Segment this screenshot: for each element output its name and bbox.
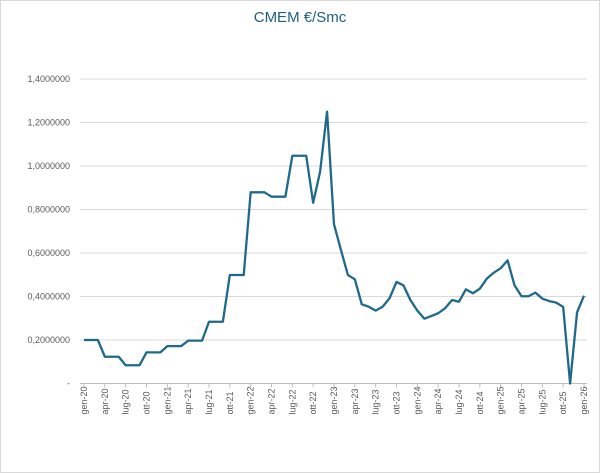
y-tick-label: 0,6000000 [27,248,70,258]
x-tick-label: lug-23 [371,389,381,414]
x-tick-label: ott-22 [308,391,318,414]
x-tick-label: ott-20 [142,391,152,414]
y-tick-label: 1,4000000 [27,74,70,84]
x-tick-label: apr-22 [267,388,277,414]
y-tick-label: 0,8000000 [27,205,70,215]
x-tick-label: apr-21 [183,388,193,414]
x-tick-label: lug-25 [537,389,547,414]
x-tick-label: ott-25 [558,391,568,414]
x-tick-label: apr-24 [433,388,443,414]
y-tick-label: - [67,379,70,389]
x-tick-label: gen-26 [579,386,589,414]
y-tick-label: 1,0000000 [27,161,70,171]
x-tick-label: apr-23 [350,388,360,414]
x-tick-label: ott-23 [392,391,402,414]
x-tick-label: apr-20 [100,388,110,414]
x-tick-label: ott-21 [225,391,235,414]
chart-title: CMEM €/Smc [253,9,347,26]
y-tick-label: 1,2000000 [27,118,70,128]
x-tick-label: gen-20 [79,386,89,414]
x-tick-label: gen-22 [246,386,256,414]
x-tick-label: lug-22 [287,389,297,414]
x-tick-label: lug-20 [121,389,131,414]
x-tick-label: gen-23 [329,386,339,414]
x-tick-label: gen-21 [162,386,172,414]
x-tick-label: gen-24 [412,386,422,414]
y-tick-label: 0,4000000 [27,292,70,302]
x-tick-label: gen-25 [496,386,506,414]
x-tick-label: ott-24 [475,391,485,414]
x-tick-label: lug-24 [454,389,464,414]
x-tick-label: apr-25 [517,388,527,414]
x-tick-label: lug-21 [204,389,214,414]
y-tick-label: 0,2000000 [27,335,70,345]
series-line [84,110,586,385]
